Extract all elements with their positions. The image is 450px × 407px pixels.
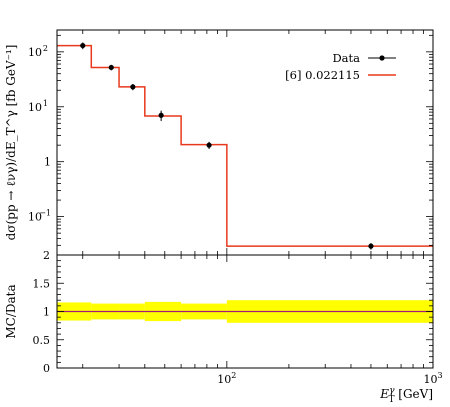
- data-point: [206, 142, 212, 148]
- y-axis-label: dσ(pp → ℓνγ)/dE_T^γ [fb GeV⁻¹]: [4, 45, 18, 241]
- x-tick-label: 103: [423, 371, 442, 386]
- tick-base: 1: [44, 156, 51, 169]
- y-tick-label: 10: [28, 101, 42, 114]
- y-tick-exponent: −1: [39, 209, 51, 218]
- x-label-subscript: T: [388, 395, 394, 405]
- tick-base: 10: [28, 211, 42, 224]
- ratio-y-tick-label: 0: [43, 362, 50, 375]
- data-point: [108, 64, 114, 71]
- legend-label: Data: [332, 51, 360, 65]
- ratio-y-tick-label: 2: [43, 249, 50, 262]
- data-point: [80, 42, 86, 49]
- y-tick-label: 1: [44, 156, 51, 169]
- data-point: [368, 243, 374, 249]
- tick-exponent: 3: [437, 371, 442, 380]
- tick-base: 10: [28, 46, 42, 59]
- x-axis-label: Eγ T [GeV]: [379, 386, 433, 405]
- y-tick-label: 10: [28, 46, 42, 59]
- x-label-unit: [GeV]: [394, 387, 433, 401]
- ratio-y-axis-label: MC/Data: [4, 284, 18, 338]
- tick-base: 10: [217, 373, 231, 386]
- mc-step-line: [57, 44, 433, 247]
- data-point: [130, 84, 136, 90]
- x-tick-label: 102: [217, 371, 236, 386]
- tick-base: 10: [423, 373, 437, 386]
- ratio-y-tick-label: 1: [43, 306, 50, 319]
- ratio-y-tick-label: 1.5: [33, 277, 51, 290]
- y-tick-label: 10: [28, 211, 42, 224]
- tick-exponent: 2: [231, 371, 236, 380]
- legend-marker-point: [379, 55, 385, 61]
- ratio-y-tick-label: 0.5: [33, 334, 51, 347]
- main-panel-frame: [56, 29, 434, 256]
- y-tick-exponent: 1: [43, 99, 48, 108]
- x-label-symbol: E: [379, 387, 389, 401]
- tick-base: 10: [28, 101, 42, 114]
- legend-label: [6] 0.022115: [285, 68, 360, 82]
- data-point: [158, 112, 164, 118]
- x-label-superscript: γ: [389, 386, 395, 396]
- y-tick-exponent: 2: [43, 44, 48, 53]
